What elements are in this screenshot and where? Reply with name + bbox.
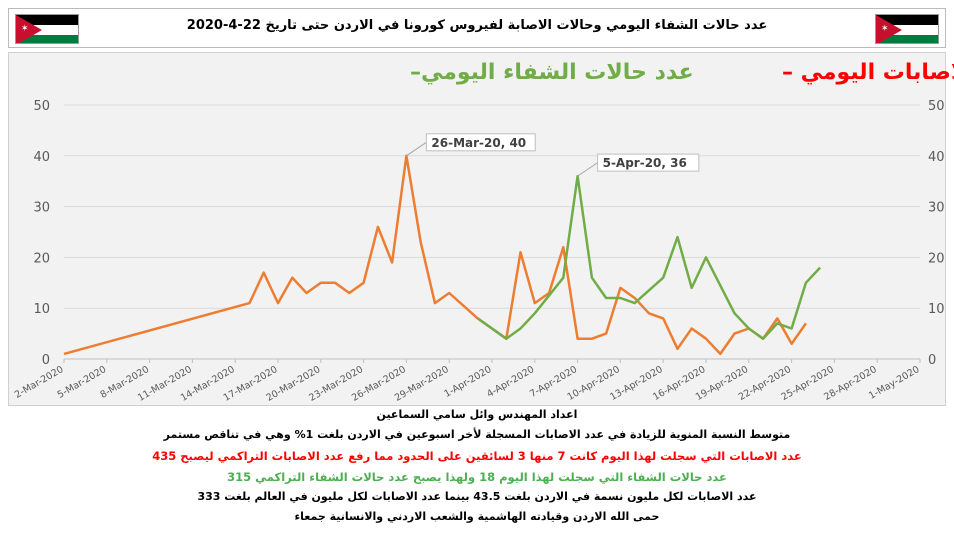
y-tick-label-right: 30 <box>928 201 945 216</box>
annotation-box <box>425 133 536 152</box>
caption-line1: متوسط النسبة المنوية للزيادة في عدد الاص… <box>163 428 791 441</box>
annotation-leader <box>577 162 598 177</box>
caption-line5: حمى الله الاردن وقيادته الهاشمية والشعب … <box>294 510 660 523</box>
chart-header: ✶ عدد حالات الشفاء اليومي وحالات الاصابة… <box>8 8 946 48</box>
annotation-label: 26-Mar-20, 40 <box>431 136 526 150</box>
annotation-box <box>597 153 700 172</box>
infections-series-line <box>63 154 807 356</box>
y-tick-label-left: 30 <box>33 201 50 216</box>
caption-line2: عدد الاصابات التي سجلت لهذا اليوم كانت 7… <box>152 449 802 463</box>
y-tick-label-left: 50 <box>33 99 50 114</box>
y-tick-label-left: 20 <box>33 251 50 266</box>
x-tick-label: 1-Apr-2020 <box>442 364 493 400</box>
legend-recoveries: عدد حالات الشفاء اليومي– <box>410 60 694 85</box>
y-tick-label-right: 20 <box>928 251 945 266</box>
chart-area <box>8 52 946 406</box>
y-tick-label-right: 50 <box>928 99 945 114</box>
legend-infections: عدد الاصابات اليومي – <box>782 60 954 85</box>
y-tick-label-right: 0 <box>928 353 936 368</box>
x-tick-label: 4-Apr-2020 <box>485 364 536 400</box>
jordan-flag-right: ✶ <box>875 14 939 44</box>
y-tick-label-right: 40 <box>928 150 945 165</box>
caption-author: اعداد المهندس وائل سامي السماعين <box>376 408 578 421</box>
y-tick-label-left: 10 <box>33 302 50 317</box>
y-tick-label-left: 0 <box>42 353 50 368</box>
annotation-label: 5-Apr-20, 36 <box>603 156 687 170</box>
recoveries-series-line <box>476 174 822 340</box>
jordan-flag-left: ✶ <box>15 14 79 44</box>
y-tick-label-left: 40 <box>33 150 50 165</box>
chart-title: عدد حالات الشفاء اليومي وحالات الاصابة ل… <box>186 18 768 33</box>
caption-line3: عدد حالات الشفاء التي سجلت لهذا اليوم 18… <box>227 470 727 484</box>
annotation-leader <box>406 141 427 157</box>
caption-line4: عدد الاصابات لكل مليون نسمة في الاردن بل… <box>197 490 757 503</box>
y-tick-label-right: 10 <box>928 302 945 317</box>
